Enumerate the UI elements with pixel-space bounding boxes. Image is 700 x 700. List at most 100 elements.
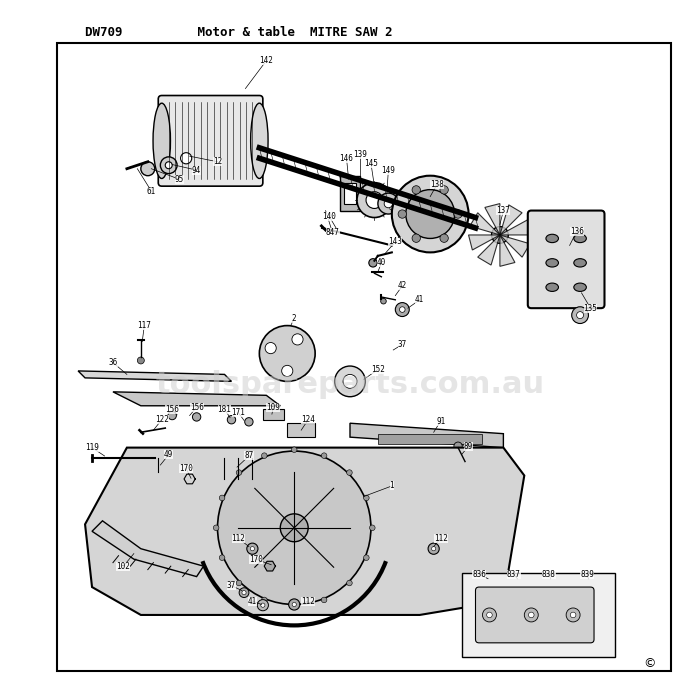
- Text: 847: 847: [326, 228, 340, 237]
- Circle shape: [219, 555, 225, 561]
- Circle shape: [572, 307, 589, 323]
- Text: 119: 119: [85, 443, 99, 452]
- Circle shape: [235, 477, 242, 484]
- Circle shape: [280, 514, 308, 542]
- Circle shape: [236, 580, 241, 586]
- FancyBboxPatch shape: [158, 95, 262, 186]
- Circle shape: [370, 525, 375, 531]
- Text: 94: 94: [192, 166, 201, 174]
- Circle shape: [247, 543, 258, 554]
- Circle shape: [491, 227, 508, 244]
- Text: 136: 136: [570, 227, 584, 236]
- Circle shape: [432, 547, 436, 551]
- Text: 152: 152: [371, 365, 385, 374]
- Circle shape: [363, 495, 369, 500]
- Circle shape: [384, 199, 393, 208]
- Circle shape: [291, 603, 297, 609]
- Circle shape: [398, 210, 407, 218]
- Circle shape: [137, 357, 144, 364]
- Circle shape: [378, 193, 399, 214]
- Text: ©: ©: [643, 657, 656, 671]
- Circle shape: [486, 612, 492, 617]
- Bar: [378, 434, 482, 444]
- Circle shape: [366, 192, 383, 209]
- Text: 170: 170: [179, 464, 193, 473]
- Circle shape: [346, 580, 352, 586]
- Text: 122: 122: [155, 415, 169, 424]
- Circle shape: [251, 547, 255, 551]
- Circle shape: [249, 477, 256, 484]
- Text: 112: 112: [232, 533, 246, 542]
- Bar: [340, 176, 360, 211]
- Text: 112: 112: [301, 596, 315, 606]
- Bar: [287, 424, 315, 438]
- Circle shape: [292, 334, 303, 345]
- Circle shape: [165, 162, 172, 169]
- Text: DW709          Motor & table  MITRE SAW 2: DW709 Motor & table MITRE SAW 2: [85, 27, 393, 39]
- Polygon shape: [85, 447, 524, 615]
- Circle shape: [454, 442, 462, 450]
- Circle shape: [228, 416, 236, 424]
- FancyBboxPatch shape: [528, 211, 605, 308]
- Circle shape: [440, 234, 448, 242]
- Circle shape: [454, 210, 462, 218]
- Ellipse shape: [153, 103, 171, 178]
- Text: 837: 837: [507, 570, 521, 579]
- Polygon shape: [92, 521, 204, 577]
- Circle shape: [242, 591, 246, 595]
- Ellipse shape: [546, 283, 559, 291]
- Circle shape: [321, 453, 327, 459]
- Polygon shape: [468, 235, 500, 250]
- Polygon shape: [350, 424, 503, 447]
- Text: 145: 145: [364, 159, 378, 167]
- Circle shape: [153, 452, 164, 463]
- Ellipse shape: [546, 259, 559, 267]
- Text: 40: 40: [377, 258, 386, 267]
- Text: 91: 91: [436, 416, 445, 426]
- Polygon shape: [184, 474, 195, 484]
- Circle shape: [181, 153, 192, 164]
- Circle shape: [335, 366, 365, 397]
- Bar: [344, 183, 356, 204]
- Polygon shape: [485, 204, 500, 235]
- Circle shape: [221, 477, 228, 484]
- Text: 41: 41: [415, 295, 424, 304]
- Circle shape: [168, 412, 176, 420]
- Text: toolspareparts.com.au: toolspareparts.com.au: [155, 370, 545, 400]
- Text: 36: 36: [108, 358, 118, 367]
- Text: 170: 170: [249, 554, 262, 564]
- Circle shape: [288, 599, 300, 610]
- Polygon shape: [500, 235, 515, 266]
- Text: 138: 138: [430, 180, 444, 188]
- Ellipse shape: [251, 103, 268, 178]
- Text: 37: 37: [227, 581, 236, 590]
- Text: 156: 156: [165, 405, 179, 414]
- Circle shape: [281, 365, 293, 377]
- Text: 156: 156: [190, 402, 204, 412]
- Text: 839: 839: [580, 570, 594, 579]
- Text: 112: 112: [434, 533, 447, 542]
- Text: 12: 12: [213, 158, 222, 167]
- Circle shape: [412, 186, 421, 194]
- Circle shape: [236, 470, 241, 475]
- Circle shape: [261, 603, 265, 608]
- Circle shape: [219, 495, 225, 500]
- Text: 2: 2: [292, 314, 297, 323]
- FancyBboxPatch shape: [475, 587, 594, 643]
- Circle shape: [214, 525, 219, 531]
- Polygon shape: [113, 392, 280, 406]
- Circle shape: [239, 588, 249, 598]
- Text: 124: 124: [301, 415, 315, 424]
- Circle shape: [363, 555, 369, 561]
- Text: 109: 109: [267, 402, 280, 412]
- Text: 87: 87: [244, 452, 253, 461]
- Circle shape: [262, 453, 267, 459]
- Circle shape: [392, 176, 468, 253]
- Circle shape: [260, 326, 315, 382]
- Circle shape: [218, 451, 371, 605]
- Circle shape: [577, 312, 584, 318]
- Circle shape: [566, 608, 580, 622]
- Circle shape: [357, 183, 392, 218]
- Circle shape: [528, 612, 534, 617]
- Circle shape: [412, 234, 421, 242]
